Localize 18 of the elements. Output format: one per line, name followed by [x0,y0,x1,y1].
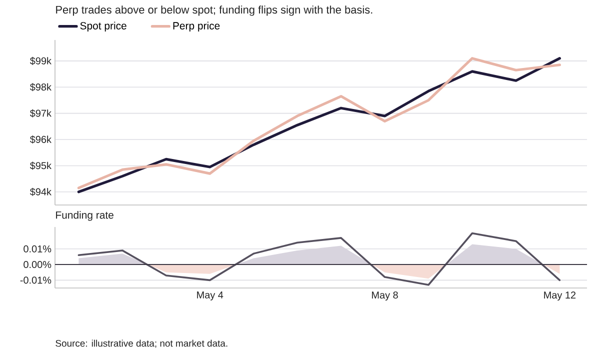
chart-title: Perp trades above or below spot; funding flips sign with the basis. [56,6,372,16]
chart-title: Funding rate [56,211,114,221]
line-series [78,232,561,286]
legend-label: Perp price [173,22,220,32]
y-tick-label: $99k [30,56,52,65]
source-note: Source: illustrative data; not market data. [56,340,228,348]
y-tick-label: -0.01% [20,276,52,284]
x-tick-label: May 4 [197,292,224,300]
y-tick-label: 0.00% [24,261,52,268]
y-tick-label: 0.01% [24,245,52,252]
x-tick-label: May 12 [544,292,576,301]
y-tick-label: $94k [30,188,52,196]
y-tick-label: $96k [30,135,52,144]
x-tick-label: May 8 [372,292,398,301]
legend-label: Spot price [80,22,126,32]
y-tick-label: $95k [30,162,52,170]
y-tick-label: $97k [30,109,52,118]
y-tick-label: $98k [30,83,52,92]
